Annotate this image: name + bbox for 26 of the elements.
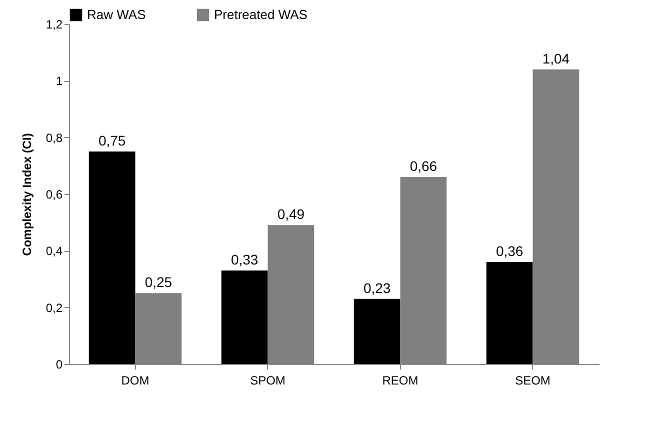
x-tick-label: SEOM [515,374,550,388]
bar [88,152,136,364]
y-tick-label: 1 [56,74,63,88]
x-tick-label: SPOM [250,374,286,388]
data-label: 0,66 [410,158,438,174]
data-label: 0,33 [230,252,258,268]
data-label: 0,23 [363,280,391,296]
legend-label: Pretreated WAS [214,7,308,22]
y-axis-title: Complexity Index (CI) [20,133,34,256]
y-tick-label: 0,4 [46,244,63,258]
bar [221,270,268,364]
legend-label: Raw WAS [87,7,146,22]
y-tick-label: 0,2 [46,300,63,315]
data-label: 1,04 [542,50,570,66]
y-tick-label: 1,2 [46,18,63,32]
data-label: 0,36 [496,243,524,259]
data-label: 0,49 [277,206,305,222]
x-tick-label: REOM [382,374,418,388]
data-label: 0,25 [144,274,172,290]
y-tick-label: 0,6 [46,188,63,202]
bar [486,262,533,364]
data-label: 0,75 [98,132,126,148]
y-tick-label: 0,8 [46,130,63,145]
bar [354,298,400,364]
x-tick-label: DOM [121,374,150,388]
y-tick-label: 0 [56,358,63,372]
